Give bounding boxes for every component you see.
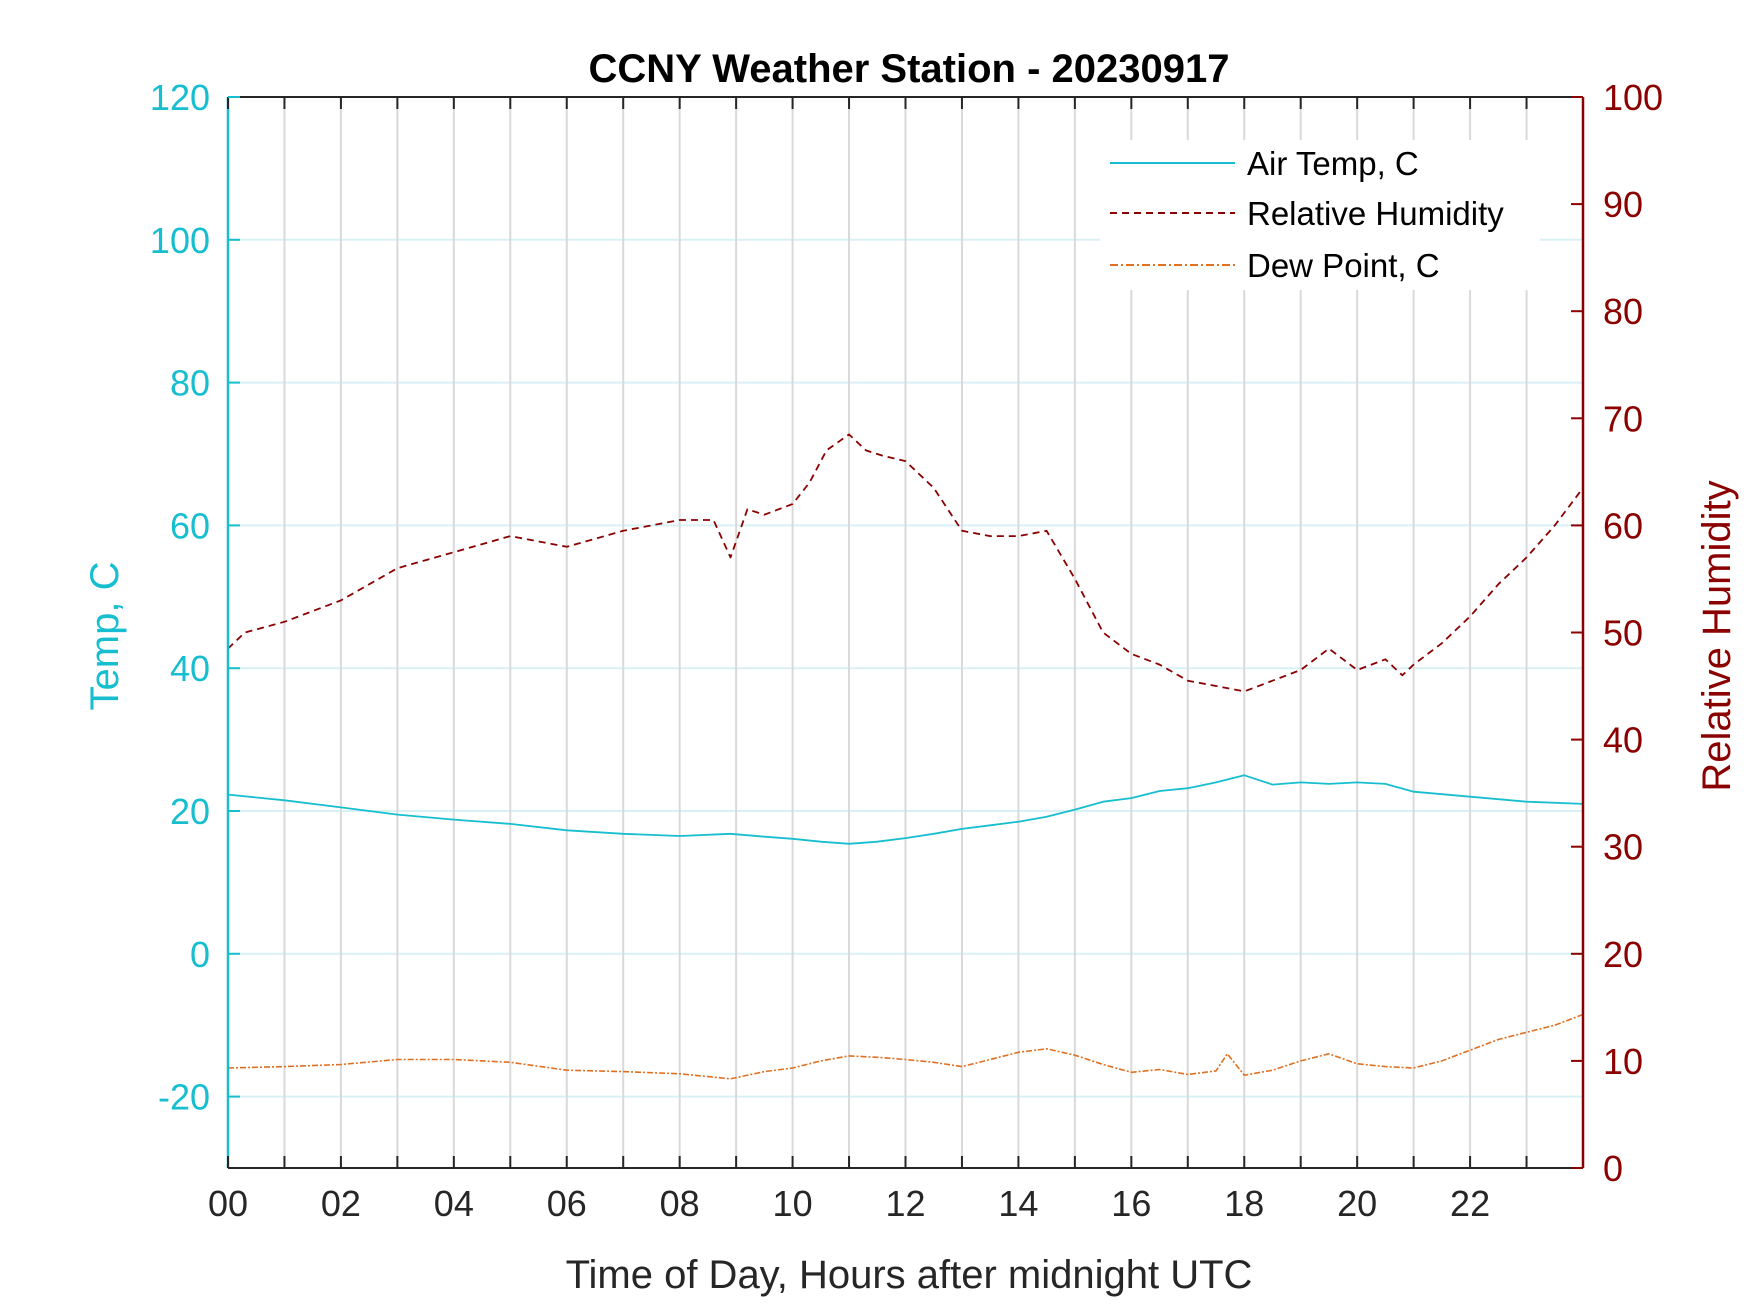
y-right-tick-label: 90	[1603, 184, 1643, 225]
x-tick-label: 08	[660, 1183, 700, 1224]
y-left-tick-label: 100	[150, 220, 210, 261]
y-left-tick-label: 20	[170, 791, 210, 832]
x-axis-label: Time of Day, Hours after midnight UTC	[566, 1253, 1253, 1297]
series-line-relative-humidity	[227, 433, 1584, 693]
y-right-tick-label: 80	[1603, 291, 1643, 332]
y-right-tick-label: 10	[1603, 1041, 1643, 1082]
legend-air-temp-label: Air Temp, C	[1247, 145, 1419, 182]
y-axis-left-label: Temp, C	[83, 562, 127, 711]
y-left-tick-label: 80	[170, 363, 210, 404]
chart-title: CCNY Weather Station - 20230917	[589, 47, 1230, 91]
series-line-air-temp	[227, 774, 1584, 845]
x-tick-label: 00	[208, 1183, 248, 1224]
x-tick-label: 22	[1450, 1183, 1490, 1224]
y-right-tick-label: 70	[1603, 398, 1643, 439]
y-left-tick-label: 60	[170, 505, 210, 546]
x-tick-label: 16	[1111, 1183, 1151, 1224]
y-right-tick-label: 60	[1603, 505, 1643, 546]
y-right-tick-label: 20	[1603, 934, 1643, 975]
y-right-tick-label: 50	[1603, 613, 1643, 654]
y-right-tick-label: 0	[1603, 1148, 1623, 1189]
y-right-tick-label: 40	[1603, 720, 1643, 761]
y-left-tick-label: 0	[190, 934, 210, 975]
series-line-dew-point	[227, 1013, 1584, 1080]
x-tick-label: 12	[885, 1183, 925, 1224]
y-left-tick-label: 120	[150, 77, 210, 118]
legend-box	[1100, 140, 1540, 290]
x-tick-label: 04	[434, 1183, 474, 1224]
axes: 00 02 04 06 08 10 12 14 16 18 20 22-200204060801001…	[150, 77, 1663, 1224]
y-left-tick-label: 40	[170, 648, 210, 689]
x-tick-label: 14	[998, 1183, 1038, 1224]
x-tick-label: 06	[547, 1183, 587, 1224]
x-tick-label: 10	[773, 1183, 813, 1224]
x-tick-label: 20	[1337, 1183, 1377, 1224]
data-series	[227, 433, 1584, 1080]
legend: Air Temp, C Relative Humidity Dew Point,…	[1100, 140, 1540, 290]
y-axis-right-label: Relative Humidity	[1695, 480, 1739, 791]
y-right-tick-label: 100	[1603, 77, 1663, 118]
x-tick-label: 18	[1224, 1183, 1264, 1224]
y-right-tick-label: 30	[1603, 827, 1643, 868]
legend-humidity-label: Relative Humidity	[1247, 195, 1504, 232]
y-left-tick-label: -20	[158, 1077, 210, 1118]
grid-lines	[228, 97, 1583, 1168]
legend-dew-point-label: Dew Point, C	[1247, 247, 1440, 284]
x-tick-label: 02	[321, 1183, 361, 1224]
